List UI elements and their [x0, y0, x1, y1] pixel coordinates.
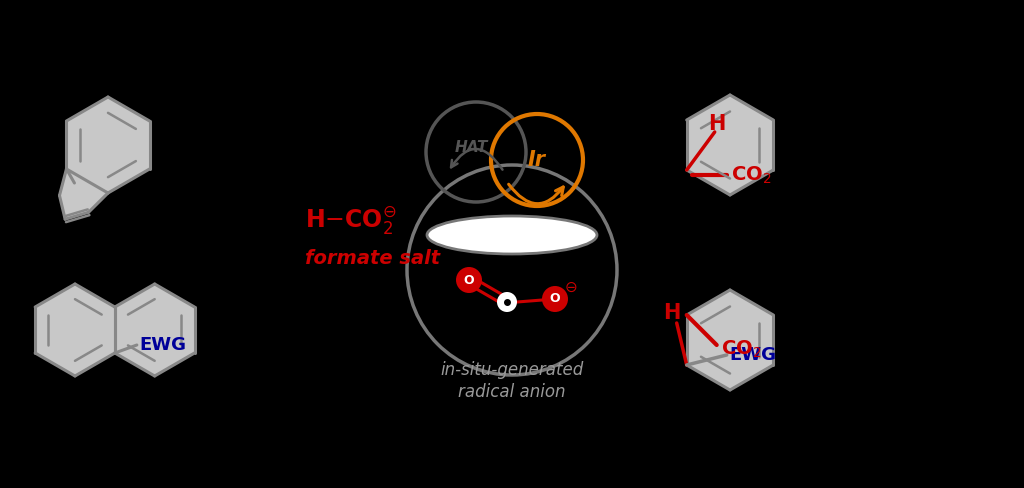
- Text: Ir: Ir: [528, 150, 546, 170]
- Circle shape: [456, 267, 482, 293]
- Text: EWG: EWG: [140, 336, 186, 354]
- Polygon shape: [59, 169, 108, 219]
- Circle shape: [542, 286, 568, 312]
- Polygon shape: [67, 97, 150, 193]
- Text: $\ominus$: $\ominus$: [564, 280, 578, 294]
- Text: formate salt: formate salt: [305, 248, 440, 267]
- Polygon shape: [115, 284, 195, 376]
- Text: CO$_2$: CO$_2$: [731, 164, 771, 185]
- Text: H: H: [663, 303, 680, 323]
- Text: O: O: [550, 292, 560, 305]
- Text: H: H: [708, 114, 725, 134]
- Text: O: O: [464, 273, 474, 286]
- Text: CO$_2$: CO$_2$: [721, 338, 761, 360]
- Text: radical anion: radical anion: [459, 383, 565, 401]
- FancyArrowPatch shape: [451, 149, 503, 170]
- Text: HAT: HAT: [455, 140, 487, 155]
- Circle shape: [497, 292, 517, 312]
- Polygon shape: [687, 290, 773, 390]
- FancyArrowPatch shape: [509, 184, 563, 203]
- Polygon shape: [687, 95, 773, 195]
- Polygon shape: [35, 284, 115, 376]
- Text: H$-$CO$_2^{\ominus}$: H$-$CO$_2^{\ominus}$: [305, 204, 396, 236]
- Text: in-situ-generated: in-situ-generated: [440, 361, 584, 379]
- Ellipse shape: [427, 216, 597, 254]
- Text: EWG: EWG: [730, 346, 776, 364]
